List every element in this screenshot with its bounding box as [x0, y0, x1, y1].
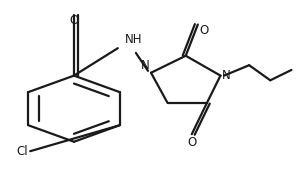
- Text: N: N: [141, 59, 149, 72]
- Text: O: O: [199, 24, 209, 37]
- Text: NH: NH: [125, 33, 143, 46]
- Text: N: N: [222, 69, 231, 82]
- Text: Cl: Cl: [17, 145, 28, 158]
- Text: O: O: [187, 136, 196, 149]
- Text: O: O: [69, 14, 79, 27]
